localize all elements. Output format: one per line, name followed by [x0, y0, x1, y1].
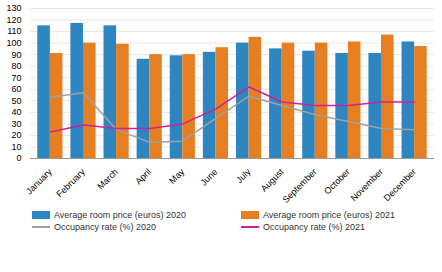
svg-text:60: 60: [11, 84, 21, 94]
svg-text:December: December: [382, 167, 418, 203]
svg-text:50: 50: [11, 96, 21, 106]
svg-text:January: January: [24, 166, 54, 196]
svg-text:100: 100: [6, 38, 21, 48]
svg-text:10: 10: [11, 142, 21, 152]
svg-text:June: June: [199, 167, 220, 188]
html-text:Average room price (euros) 202: Average room price (euros) 2020: [54, 210, 186, 220]
svg-text:July: July: [234, 166, 253, 185]
svg-text:May: May: [167, 166, 186, 185]
html-text:Average room price (euros) 202: Average room price (euros) 2021: [263, 210, 395, 220]
svg-text:March: March: [95, 167, 120, 192]
svg-text:40: 40: [11, 107, 21, 117]
svg-text:August: August: [259, 166, 286, 193]
svg-text:90: 90: [11, 50, 21, 60]
svg-text:April: April: [133, 167, 153, 187]
html-text:Occupancy rate (%) 2020: Occupancy rate (%) 2020: [54, 222, 157, 232]
svg-text:30: 30: [11, 119, 21, 129]
svg-text:20: 20: [11, 130, 21, 140]
svg-text:February: February: [54, 166, 87, 199]
svg-text:120: 120: [6, 15, 21, 25]
svg-text:0: 0: [16, 153, 21, 163]
html-text:Occupancy rate (%) 2021: Occupancy rate (%) 2021: [263, 222, 366, 232]
svg-text:110: 110: [7, 26, 21, 36]
svg-text:September: September: [281, 167, 319, 205]
svg-text:October: October: [322, 167, 352, 197]
svg-text:70: 70: [11, 73, 21, 83]
svg-text:130: 130: [6, 3, 21, 13]
svg-text:80: 80: [11, 61, 21, 71]
svg-text:November: November: [349, 167, 385, 203]
